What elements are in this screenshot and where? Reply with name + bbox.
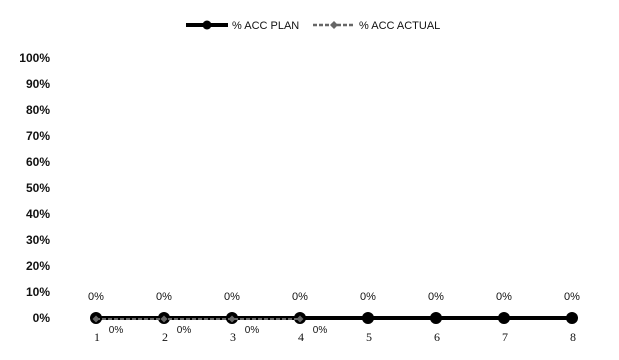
y-tick-50%: 50%: [26, 181, 50, 195]
x-tick-3: 3: [230, 330, 236, 344]
x-tick-5: 5: [366, 330, 372, 344]
y-tick-90%: 90%: [26, 77, 50, 91]
series-actual-label-2: 0%: [177, 325, 192, 336]
y-tick-0%: 0%: [33, 311, 51, 325]
series-actual-label-3: 0%: [245, 325, 260, 336]
legend-label-1: % ACC PLAN: [232, 20, 299, 32]
y-tick-30%: 30%: [26, 233, 50, 247]
legend-marker-2: [330, 21, 338, 29]
series-actual-point-3: [228, 315, 236, 323]
data-labels-layer: 0% 0% 0% 0% 0% 0% 0% 0% 0% 0% 0% 0%: [88, 291, 580, 336]
x-tick-8: 8: [570, 330, 576, 344]
series-plan-label-1: 0%: [88, 291, 104, 303]
y-tick-70%: 70%: [26, 129, 50, 143]
series-plan-label-4: 0%: [292, 291, 308, 303]
series-plan-label-6: 0%: [428, 291, 444, 303]
legend: % ACC PLAN % ACC ACTUAL: [186, 20, 440, 32]
series-plan-label-7: 0%: [496, 291, 512, 303]
y-tick-60%: 60%: [26, 155, 50, 169]
legend-marker-1: [202, 20, 212, 30]
x-tick-2: 2: [162, 330, 168, 344]
series-actual-label-1: 0%: [109, 325, 124, 336]
series-plan-label-8: 0%: [564, 291, 580, 303]
series-actual-point-4: [296, 315, 304, 323]
y-tick-10%: 10%: [26, 285, 50, 299]
y-tick-80%: 80%: [26, 103, 50, 117]
y-tick-20%: 20%: [26, 259, 50, 273]
series-plan-label-2: 0%: [156, 291, 172, 303]
y-tick-100%: 100%: [19, 51, 50, 65]
series-plan-label-3: 0%: [224, 291, 240, 303]
series-plan-point-5: [362, 312, 374, 324]
x-axis: 1 2 3 4 5 6 7 8: [94, 330, 576, 344]
series-plan-point-8: [566, 312, 578, 324]
x-tick-1: 1: [94, 330, 100, 344]
x-tick-4: 4: [298, 330, 304, 344]
series-plan-point-7: [498, 312, 510, 324]
y-tick-40%: 40%: [26, 207, 50, 221]
x-tick-7: 7: [502, 330, 508, 344]
x-tick-6: 6: [434, 330, 440, 344]
legend-label-2: % ACC ACTUAL: [359, 20, 440, 32]
series-actual-point-1: [92, 315, 100, 323]
series-actual-point-2: [160, 315, 168, 323]
series-plan-point-6: [430, 312, 442, 324]
series-actual-label-4: 0%: [313, 325, 328, 336]
series-plan-label-5: 0%: [360, 291, 376, 303]
y-axis: 0% 10% 20% 30% 40% 50% 60% 70% 80% 90% 100%: [19, 51, 50, 325]
series-layer: [90, 312, 578, 324]
